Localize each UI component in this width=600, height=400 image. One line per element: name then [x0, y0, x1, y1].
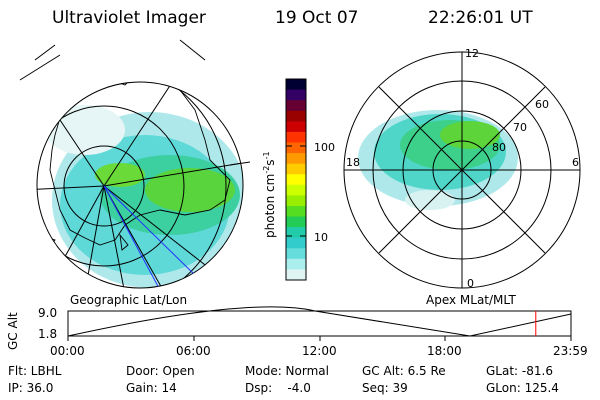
orbit-xtick-0600: 06:00 [176, 344, 211, 358]
instrument-title: Ultraviolet Imager [52, 8, 206, 28]
colorbar-swatch [286, 89, 306, 101]
orbit-xtick-1200: 12:00 [302, 344, 337, 358]
colorbar-swatch [286, 121, 306, 133]
geo-aurora-image [45, 105, 243, 288]
colorbar-title: photon cm-2s-1 [262, 151, 277, 238]
mlat-label-60: 60 [535, 98, 549, 111]
gain-status: Gain: 14 [126, 381, 177, 395]
colorbar-swatch [286, 216, 306, 228]
polar-panel-label: Apex MLat/MLT [426, 293, 516, 307]
dsp-status: Dsp: -4.0 [245, 381, 311, 395]
geo-grid [19, 39, 251, 289]
colorbar-swatch [286, 248, 306, 260]
filter-status: Flt: LBHL [8, 364, 62, 378]
glat-status: GLat: -81.6 [486, 364, 553, 378]
colorbar-swatch [286, 205, 306, 218]
orbit-ylabel: GC Alt [6, 312, 20, 350]
colorbar [286, 79, 306, 281]
gcalt-status: GC Alt: 6.5 Re [362, 364, 446, 378]
polar-grid [343, 51, 581, 289]
seq-status: Seq: 39 [362, 381, 408, 395]
orbit-plot [67, 306, 572, 341]
colorbar-tick-10: 10 [314, 231, 328, 244]
time-label: 22:26:01 UT [428, 8, 533, 28]
colorbar-swatch [286, 195, 306, 207]
glon-status: GLon: 125.4 [486, 381, 559, 395]
colorbar-swatch [286, 100, 306, 112]
colorbar-swatch [286, 163, 306, 175]
colorbar-swatch [286, 258, 306, 270]
colorbar-swatch [286, 79, 306, 91]
mode-status: Mode: Normal [245, 364, 329, 378]
colorbar-tick-100: 100 [314, 141, 335, 154]
orbit-xtick-0000: 00:00 [50, 344, 85, 358]
door-status: Door: Open [126, 364, 195, 378]
colorbar-swatch [286, 110, 306, 122]
orbit-xtick-2359: 23:59 [553, 344, 588, 358]
colorbar-swatch [286, 174, 306, 186]
mlat-label-70: 70 [513, 121, 527, 134]
mlt-label-18: 18 [346, 156, 360, 169]
colorbar-swatch [286, 184, 306, 196]
orbit-ytick-low: 1.8 [38, 327, 58, 341]
colorbar-swatch [286, 131, 306, 143]
orbit-ytick-high: 9.0 [38, 306, 58, 320]
colorbar-swatch [286, 227, 306, 239]
ip-status: IP: 36.0 [8, 381, 54, 395]
date-label: 19 Oct 07 [275, 8, 359, 28]
mlt-label-0: 0 [467, 277, 474, 290]
mlt-label-6: 6 [572, 156, 579, 169]
polar-aurora-image [358, 110, 518, 210]
colorbar-swatch [286, 269, 306, 281]
colorbar-swatch [286, 142, 306, 154]
mlt-label-12: 12 [465, 47, 479, 60]
colorbar-swatch [286, 237, 306, 249]
mlat-label-80: 80 [492, 141, 506, 154]
colorbar-swatch [286, 153, 306, 165]
terminator-lines [103, 185, 201, 288]
orbit-xtick-1800: 18:00 [427, 344, 462, 358]
geo-panel-label: Geographic Lat/Lon [70, 293, 188, 307]
